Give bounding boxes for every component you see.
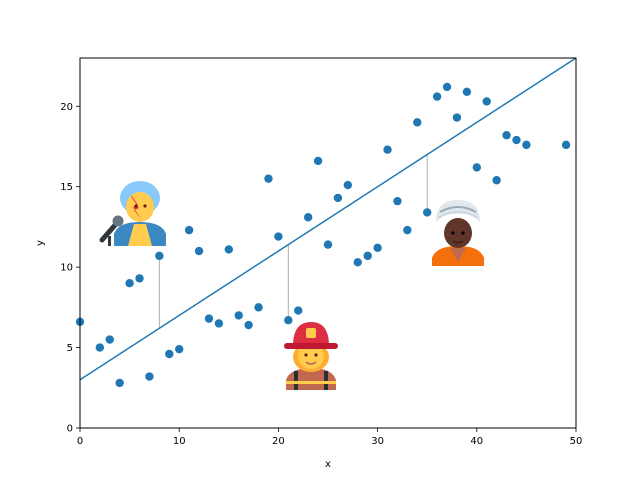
data-point-41 bbox=[482, 97, 491, 106]
data-point-6 bbox=[135, 274, 144, 283]
data-point-17 bbox=[244, 320, 253, 330]
data-point-30 bbox=[373, 243, 382, 253]
x-tick-label: 10 bbox=[173, 436, 186, 447]
data-point-14 bbox=[214, 319, 224, 328]
x-tick-label: 0 bbox=[77, 436, 83, 447]
points-layer bbox=[75, 82, 571, 388]
data-point-10 bbox=[175, 344, 184, 354]
data-point-34 bbox=[413, 118, 422, 127]
data-point-11 bbox=[184, 225, 194, 235]
data-point-20 bbox=[274, 232, 283, 241]
data-point-22 bbox=[294, 306, 303, 315]
data-point-36 bbox=[432, 92, 442, 101]
y-tick-label: 5 bbox=[67, 343, 73, 354]
firefighter-emoji-icon bbox=[284, 322, 338, 390]
data-point-31 bbox=[383, 145, 392, 154]
data-point-16 bbox=[234, 311, 243, 320]
data-point-18 bbox=[254, 303, 263, 312]
data-point-15 bbox=[224, 245, 233, 254]
data-point-2 bbox=[95, 343, 105, 352]
data-point-33 bbox=[403, 225, 412, 235]
singer-emoji-icon bbox=[99, 181, 166, 246]
y-axis-ticks: 0 5 10 15 20 bbox=[60, 102, 80, 435]
annotation-connectors bbox=[158, 154, 428, 329]
data-point-24 bbox=[313, 156, 323, 166]
data-point-45 bbox=[522, 140, 531, 150]
data-point-7 bbox=[145, 372, 154, 381]
data-point-13 bbox=[204, 314, 214, 323]
data-point-38 bbox=[452, 113, 462, 122]
data-point-8 bbox=[155, 251, 164, 261]
x-tick-label: 20 bbox=[272, 436, 285, 447]
data-point-46 bbox=[561, 140, 571, 150]
y-tick-label: 10 bbox=[60, 263, 73, 274]
fit-line-layer bbox=[80, 58, 576, 381]
data-point-35 bbox=[423, 208, 432, 217]
data-point-27 bbox=[343, 180, 353, 190]
data-point-3 bbox=[105, 335, 114, 344]
data-point-29 bbox=[363, 251, 372, 261]
x-axis-label: x bbox=[325, 459, 331, 470]
data-point-5 bbox=[125, 279, 134, 288]
data-point-32 bbox=[393, 196, 402, 206]
data-point-19 bbox=[264, 174, 273, 183]
x-tick-label: 30 bbox=[371, 436, 384, 447]
x-tick-label: 50 bbox=[570, 436, 583, 447]
data-point-28 bbox=[353, 258, 362, 267]
data-point-26 bbox=[333, 193, 343, 203]
data-point-42 bbox=[492, 176, 501, 185]
y-tick-label: 15 bbox=[60, 182, 73, 193]
x-tick-label: 40 bbox=[470, 436, 483, 447]
y-axis-label: y bbox=[35, 240, 46, 246]
data-point-21 bbox=[284, 316, 293, 325]
data-point-23 bbox=[303, 213, 313, 222]
data-point-25 bbox=[323, 240, 333, 249]
plot-frame bbox=[79, 57, 577, 429]
data-point-12 bbox=[194, 246, 204, 256]
person-with-turban-emoji-icon bbox=[432, 200, 484, 266]
data-point-43 bbox=[502, 131, 511, 140]
data-point-40 bbox=[472, 163, 481, 172]
data-point-4 bbox=[115, 378, 124, 388]
x-axis-ticks: 0 10 20 30 40 50 bbox=[77, 428, 583, 447]
data-point-37 bbox=[442, 82, 452, 92]
data-point-9 bbox=[165, 349, 174, 359]
fit-line bbox=[80, 58, 576, 381]
y-tick-label: 20 bbox=[60, 102, 73, 113]
y-tick-label: 0 bbox=[67, 424, 73, 435]
data-point-39 bbox=[462, 87, 472, 96]
data-point-44 bbox=[512, 135, 521, 145]
